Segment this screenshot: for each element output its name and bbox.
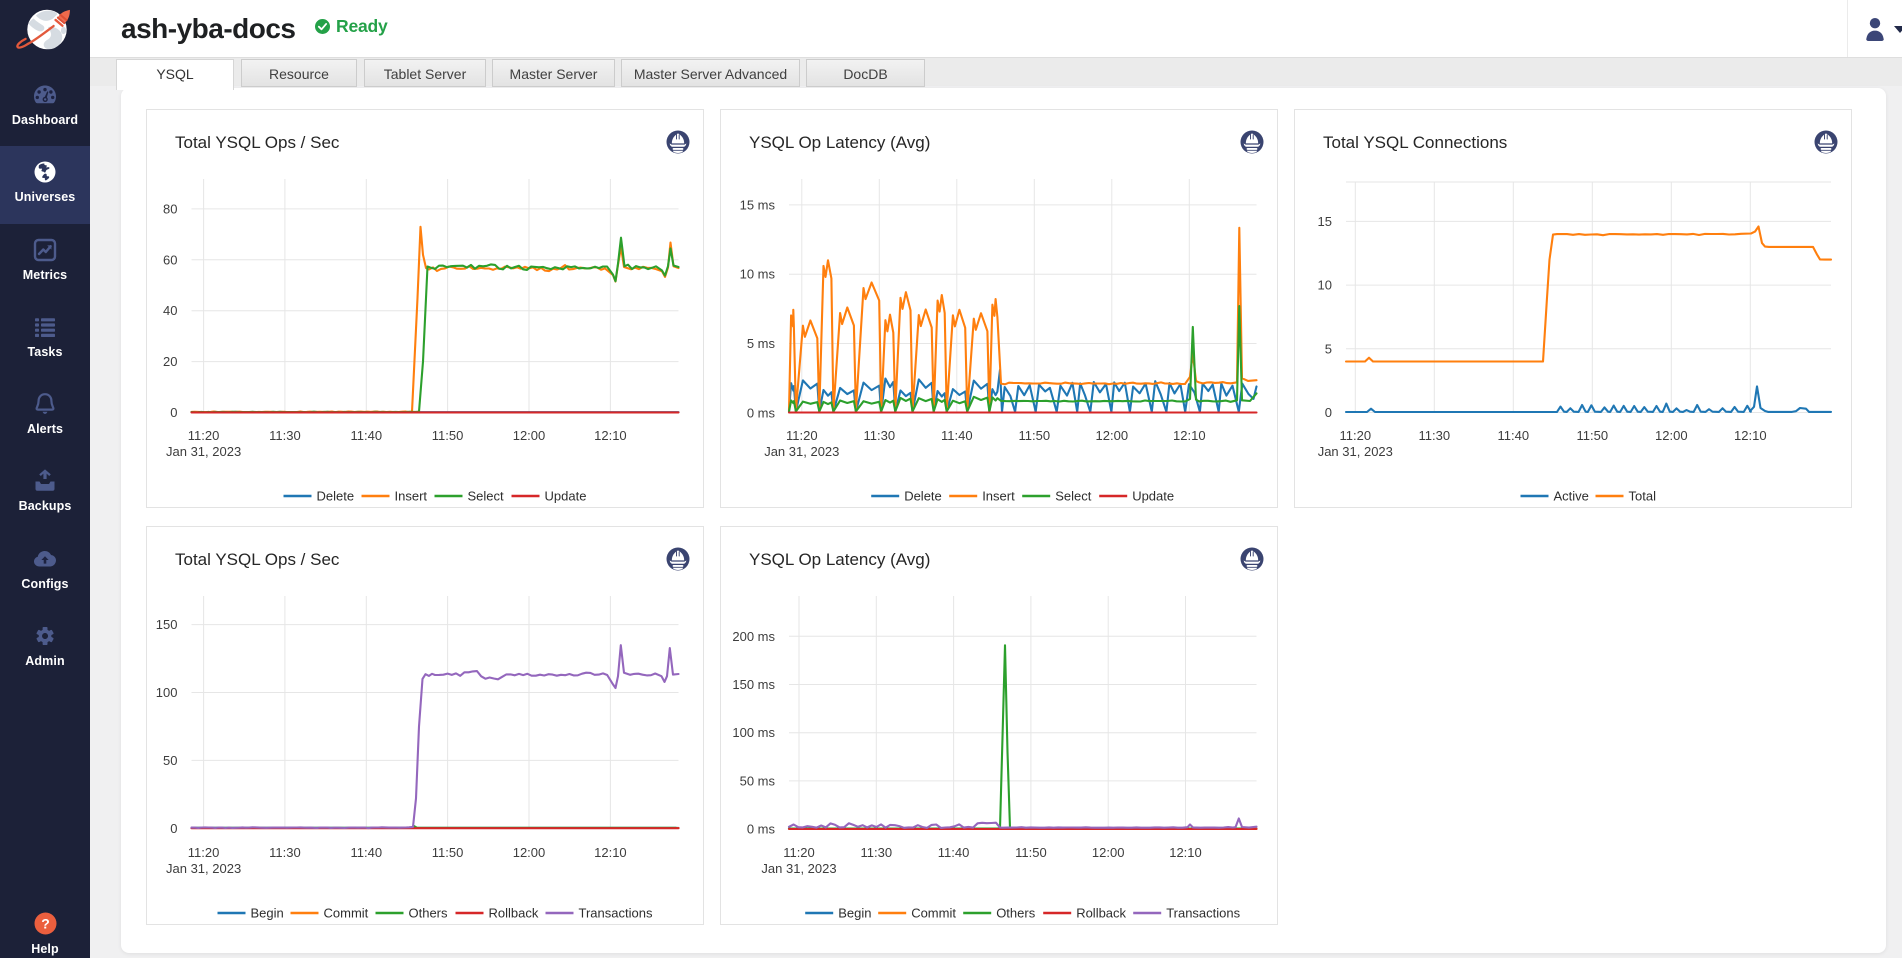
svg-text:60: 60 <box>163 252 177 267</box>
svg-text:11:50: 11:50 <box>432 428 464 443</box>
svg-text:Total YSQL Connections: Total YSQL Connections <box>1323 133 1507 152</box>
svg-text:150 ms: 150 ms <box>732 677 775 692</box>
svg-text:Active: Active <box>1554 489 1589 504</box>
svg-text:12:10: 12:10 <box>1734 428 1767 443</box>
svg-text:11:40: 11:40 <box>351 845 383 860</box>
svg-text:11:40: 11:40 <box>1498 428 1530 443</box>
svg-text:0: 0 <box>170 821 177 836</box>
svg-text:12:10: 12:10 <box>594 845 627 860</box>
svg-text:11:50: 11:50 <box>1577 428 1609 443</box>
svg-text:11:20: 11:20 <box>188 428 220 443</box>
svg-text:Insert: Insert <box>395 489 428 504</box>
svg-text:100: 100 <box>156 685 178 700</box>
svg-text:11:30: 11:30 <box>861 845 893 860</box>
svg-text:11:30: 11:30 <box>269 428 301 443</box>
svg-text:40: 40 <box>163 303 177 318</box>
svg-text:11:40: 11:40 <box>351 428 383 443</box>
svg-text:Total YSQL Ops / Sec: Total YSQL Ops / Sec <box>175 550 340 569</box>
svg-text:15: 15 <box>1318 214 1332 229</box>
svg-text:11:20: 11:20 <box>786 428 818 443</box>
svg-text:Update: Update <box>1132 489 1174 504</box>
svg-text:Begin: Begin <box>838 906 871 921</box>
svg-text:20: 20 <box>163 354 177 369</box>
svg-text:Jan 31, 2023: Jan 31, 2023 <box>764 444 839 459</box>
svg-text:12:10: 12:10 <box>594 428 627 443</box>
svg-text:11:30: 11:30 <box>864 428 896 443</box>
svg-text:100 ms: 100 ms <box>732 725 775 740</box>
svg-text:11:30: 11:30 <box>269 845 301 860</box>
svg-text:12:00: 12:00 <box>513 428 546 443</box>
svg-text:12:00: 12:00 <box>1655 428 1688 443</box>
svg-text:Select: Select <box>468 489 505 504</box>
svg-text:11:20: 11:20 <box>783 845 815 860</box>
svg-text:0: 0 <box>170 405 177 420</box>
svg-text:11:40: 11:40 <box>938 845 970 860</box>
svg-text:10: 10 <box>1318 278 1332 293</box>
svg-text:11:50: 11:50 <box>1019 428 1051 443</box>
svg-text:Select: Select <box>1055 489 1092 504</box>
svg-text:Insert: Insert <box>982 489 1015 504</box>
svg-text:Update: Update <box>545 489 587 504</box>
svg-text:Total: Total <box>1629 489 1657 504</box>
svg-text:Delete: Delete <box>904 489 942 504</box>
svg-text:?: ? <box>41 915 50 931</box>
svg-text:Transactions: Transactions <box>579 906 653 921</box>
svg-text:Others: Others <box>409 906 449 921</box>
svg-text:0 ms: 0 ms <box>747 822 776 837</box>
svg-text:12:00: 12:00 <box>513 845 546 860</box>
svg-text:YSQL Op Latency (Avg): YSQL Op Latency (Avg) <box>749 550 930 569</box>
svg-text:11:20: 11:20 <box>1340 428 1372 443</box>
svg-text:10 ms: 10 ms <box>740 267 776 282</box>
svg-text:Delete: Delete <box>317 489 355 504</box>
svg-text:Others: Others <box>996 906 1036 921</box>
svg-text:5: 5 <box>1325 341 1332 356</box>
svg-text:200 ms: 200 ms <box>732 629 775 644</box>
svg-text:12:10: 12:10 <box>1169 845 1202 860</box>
svg-text:11:50: 11:50 <box>1015 845 1047 860</box>
svg-text:Jan 31, 2023: Jan 31, 2023 <box>761 861 836 876</box>
svg-text:Jan 31, 2023: Jan 31, 2023 <box>166 444 241 459</box>
svg-text:Commit: Commit <box>324 906 369 921</box>
svg-text:Total YSQL Ops / Sec: Total YSQL Ops / Sec <box>175 133 340 152</box>
svg-text:Jan 31, 2023: Jan 31, 2023 <box>1318 444 1393 459</box>
svg-text:Commit: Commit <box>911 906 956 921</box>
svg-text:15 ms: 15 ms <box>740 197 776 212</box>
svg-text:Rollback: Rollback <box>1076 906 1126 921</box>
svg-text:150: 150 <box>156 617 178 632</box>
svg-text:Begin: Begin <box>251 906 284 921</box>
svg-text:50: 50 <box>163 753 177 768</box>
svg-text:12:10: 12:10 <box>1173 428 1206 443</box>
svg-text:11:20: 11:20 <box>188 845 220 860</box>
svg-text:11:50: 11:50 <box>432 845 464 860</box>
svg-text:0: 0 <box>1325 405 1332 420</box>
svg-text:12:00: 12:00 <box>1092 845 1125 860</box>
svg-text:12:00: 12:00 <box>1096 428 1129 443</box>
svg-text:YSQL Op Latency (Avg): YSQL Op Latency (Avg) <box>749 133 930 152</box>
svg-text:5 ms: 5 ms <box>747 336 776 351</box>
svg-text:50 ms: 50 ms <box>740 773 776 788</box>
svg-text:Transactions: Transactions <box>1166 906 1240 921</box>
svg-text:0 ms: 0 ms <box>747 405 776 420</box>
svg-text:Jan 31, 2023: Jan 31, 2023 <box>166 861 241 876</box>
svg-text:Rollback: Rollback <box>489 906 539 921</box>
svg-text:11:30: 11:30 <box>1419 428 1451 443</box>
svg-text:80: 80 <box>163 201 177 216</box>
svg-text:11:40: 11:40 <box>941 428 973 443</box>
